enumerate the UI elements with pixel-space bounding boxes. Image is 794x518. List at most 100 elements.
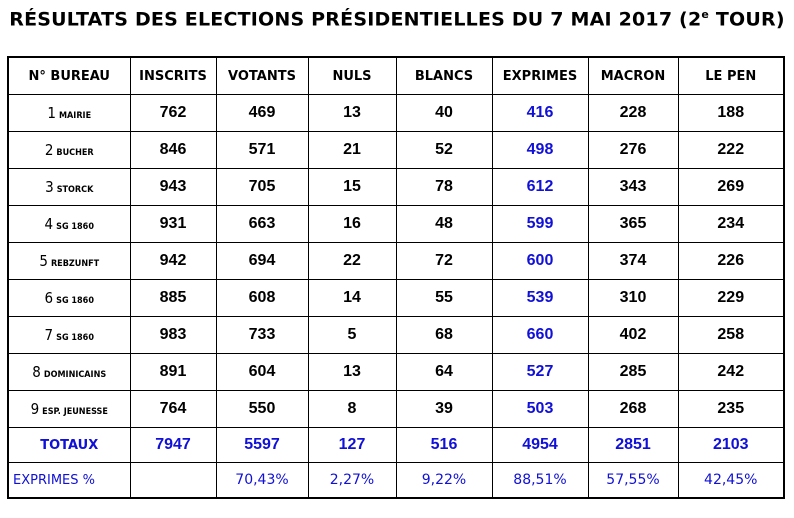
percentages-inscrits <box>129 462 217 499</box>
lepen-cell: 258 <box>677 316 785 354</box>
header-votants: VOTANTS <box>215 56 309 95</box>
macron-cell: 228 <box>587 94 679 132</box>
bureau-number: 5 <box>39 252 48 270</box>
header-bureau: N° BUREAU <box>7 56 131 95</box>
nuls-cell: 5 <box>307 316 397 354</box>
nuls-cell: 8 <box>307 390 397 428</box>
bureau-number: 4 <box>44 215 54 233</box>
bureau-cell: 5 REBZUNFT <box>7 242 131 280</box>
lepen-cell: 269 <box>677 168 785 206</box>
percentages-votants: 70,43% <box>215 462 309 499</box>
macron-cell: 343 <box>587 168 679 206</box>
exprimes-cell: 599 <box>491 205 589 243</box>
lepen-cell: 188 <box>677 94 785 132</box>
page-title: RÉSULTATS DES ELECTIONS PRÉSIDENTIELLES … <box>0 8 794 30</box>
macron-cell: 276 <box>587 131 679 169</box>
macron-cell: 365 <box>587 205 679 243</box>
blancs-cell: 68 <box>395 316 493 354</box>
exprimes-cell: 539 <box>491 279 589 317</box>
percentages-lepen: 42,45% <box>677 462 785 499</box>
inscrits-cell: 931 <box>129 205 217 243</box>
bureau-name: BUCHER <box>56 148 94 158</box>
bureau-number: 6 <box>44 289 54 307</box>
header-nuls: NULS <box>307 56 397 95</box>
exprimes-cell: 612 <box>491 168 589 206</box>
lepen-cell: 235 <box>677 390 785 428</box>
bureau-cell: 9 ESP. JEUNESSE <box>7 390 131 428</box>
inscrits-cell: 942 <box>129 242 217 280</box>
bureau-cell: 1 MAIRIE <box>7 94 131 132</box>
bureau-number: 2 <box>44 141 54 159</box>
table-row: 5 REBZUNFT 942 694 22 72 600 374 226 <box>7 242 785 280</box>
inscrits-cell: 891 <box>129 353 217 391</box>
totals-label: TOTAUX <box>7 427 131 463</box>
votants-cell: 705 <box>215 168 309 206</box>
bureau-name: SG 1860 <box>56 296 94 306</box>
blancs-cell: 40 <box>395 94 493 132</box>
totals-row: TOTAUX 7947 5597 127 516 4954 2851 2103 <box>7 427 785 463</box>
macron-cell: 402 <box>587 316 679 354</box>
votants-cell: 571 <box>215 131 309 169</box>
table-row: 4 SG 1860 931 663 16 48 599 365 234 <box>7 205 785 243</box>
nuls-cell: 14 <box>307 279 397 317</box>
exprimes-cell: 660 <box>491 316 589 354</box>
percentages-row: EXPRIMES % 70,43% 2,27% 9,22% 88,51% 57,… <box>7 462 785 499</box>
bureau-name: STORCK <box>56 185 94 195</box>
title-end: TOUR) <box>709 8 785 31</box>
table-row: 7 SG 1860 983 733 5 68 660 402 258 <box>7 316 785 354</box>
totals-macron: 2851 <box>587 427 679 463</box>
bureau-number: 7 <box>44 326 54 344</box>
lepen-cell: 229 <box>677 279 785 317</box>
title-superscript: e <box>701 8 710 21</box>
header-blancs: BLANCS <box>395 56 493 95</box>
totals-nuls: 127 <box>307 427 397 463</box>
bureau-name: ESP. JEUNESSE <box>42 407 108 417</box>
nuls-cell: 13 <box>307 353 397 391</box>
inscrits-cell: 762 <box>129 94 217 132</box>
nuls-cell: 21 <box>307 131 397 169</box>
blancs-cell: 78 <box>395 168 493 206</box>
macron-cell: 310 <box>587 279 679 317</box>
bureau-cell: 3 STORCK <box>7 168 131 206</box>
votants-cell: 608 <box>215 279 309 317</box>
bureau-cell: 6 SG 1860 <box>7 279 131 317</box>
table-row: 3 STORCK 943 705 15 78 612 343 269 <box>7 168 785 206</box>
nuls-cell: 13 <box>307 94 397 132</box>
blancs-cell: 39 <box>395 390 493 428</box>
votants-cell: 694 <box>215 242 309 280</box>
inscrits-cell: 764 <box>129 390 217 428</box>
table-row: 2 BUCHER 846 571 21 52 498 276 222 <box>7 131 785 169</box>
nuls-cell: 22 <box>307 242 397 280</box>
nuls-cell: 15 <box>307 168 397 206</box>
inscrits-cell: 885 <box>129 279 217 317</box>
bureau-number: 9 <box>30 400 40 418</box>
lepen-cell: 234 <box>677 205 785 243</box>
nuls-cell: 16 <box>307 205 397 243</box>
totals-inscrits: 7947 <box>129 427 217 463</box>
bureau-number: 8 <box>32 363 41 381</box>
votants-cell: 733 <box>215 316 309 354</box>
exprimes-cell: 600 <box>491 242 589 280</box>
macron-cell: 374 <box>587 242 679 280</box>
blancs-cell: 48 <box>395 205 493 243</box>
header-row: N° BUREAU INSCRITS VOTANTS NULS BLANCS E… <box>7 56 785 95</box>
exprimes-cell: 503 <box>491 390 589 428</box>
totals-blancs: 516 <box>395 427 493 463</box>
blancs-cell: 64 <box>395 353 493 391</box>
percentages-blancs: 9,22% <box>395 462 493 499</box>
votants-cell: 663 <box>215 205 309 243</box>
bureau-name: SG 1860 <box>56 333 94 343</box>
table-row: 9 ESP. JEUNESSE 764 550 8 39 503 268 235 <box>7 390 785 428</box>
lepen-cell: 226 <box>677 242 785 280</box>
bureau-cell: 2 BUCHER <box>7 131 131 169</box>
bureau-name: DOMINICAINS <box>43 370 107 380</box>
blancs-cell: 52 <box>395 131 493 169</box>
percentages-label: EXPRIMES % <box>7 462 131 499</box>
header-exprimes: EXPRIMES <box>491 56 589 95</box>
bureau-name: SG 1860 <box>56 222 94 232</box>
table-row: 8 DOMINICAINS 891 604 13 64 527 285 242 <box>7 353 785 391</box>
table-row: 6 SG 1860 885 608 14 55 539 310 229 <box>7 279 785 317</box>
lepen-cell: 242 <box>677 353 785 391</box>
table-row: 1 MAIRIE 762 469 13 40 416 228 188 <box>7 94 785 132</box>
title-main: RÉSULTATS DES ELECTIONS PRÉSIDENTIELLES … <box>9 8 702 31</box>
